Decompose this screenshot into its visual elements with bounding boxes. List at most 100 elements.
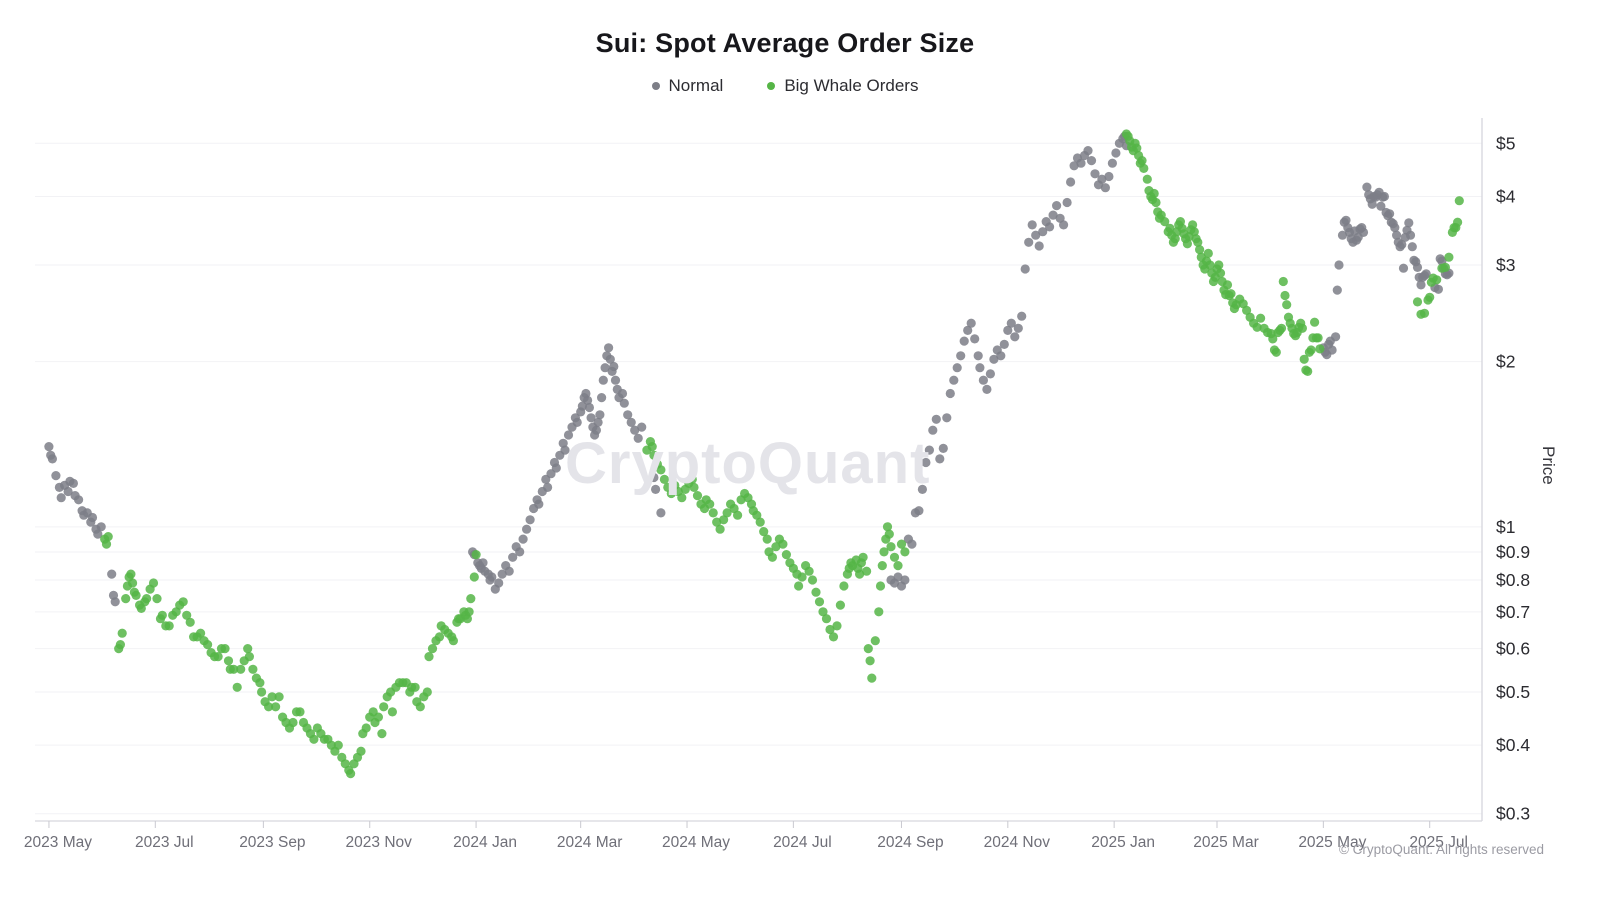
data-point-whale[interactable]: [196, 628, 206, 638]
data-point-normal[interactable]: [605, 354, 615, 364]
data-point-normal[interactable]: [1407, 242, 1417, 252]
data-point-whale[interactable]: [415, 702, 425, 712]
data-point-whale[interactable]: [1412, 297, 1423, 307]
data-point-normal[interactable]: [1358, 227, 1369, 237]
data-point-normal[interactable]: [959, 336, 969, 346]
data-point-normal[interactable]: [508, 552, 518, 562]
data-point-normal[interactable]: [1013, 323, 1023, 333]
data-point-whale[interactable]: [117, 628, 127, 638]
data-point-whale[interactable]: [666, 488, 676, 499]
data-point-normal[interactable]: [966, 318, 976, 328]
data-point-whale[interactable]: [855, 569, 865, 579]
data-point-normal[interactable]: [609, 361, 619, 372]
data-point-normal[interactable]: [1048, 210, 1058, 220]
data-point-normal[interactable]: [907, 539, 917, 549]
data-point-whale[interactable]: [818, 607, 828, 617]
data-point-normal[interactable]: [534, 499, 544, 509]
data-point-normal[interactable]: [1379, 191, 1389, 202]
data-point-whale[interactable]: [295, 707, 305, 717]
data-point-whale[interactable]: [309, 734, 319, 744]
data-point-whale[interactable]: [427, 644, 438, 654]
data-point-normal[interactable]: [1362, 182, 1372, 192]
data-point-normal[interactable]: [928, 425, 938, 435]
data-point-whale[interactable]: [1165, 223, 1175, 233]
data-point-normal[interactable]: [51, 471, 61, 481]
data-point-whale[interactable]: [1215, 268, 1226, 278]
data-point-whale[interactable]: [1271, 347, 1281, 357]
data-point-whale[interactable]: [1310, 317, 1320, 327]
data-point-whale[interactable]: [778, 539, 788, 549]
data-point-whale[interactable]: [771, 542, 781, 552]
data-point-normal[interactable]: [1100, 183, 1110, 193]
data-point-normal[interactable]: [551, 463, 561, 473]
data-point-whale[interactable]: [271, 702, 281, 712]
data-point-whale[interactable]: [877, 561, 887, 571]
data-point-normal[interactable]: [975, 363, 985, 373]
data-point-normal[interactable]: [1433, 284, 1443, 294]
data-point-normal[interactable]: [626, 417, 636, 427]
data-point-whale[interactable]: [182, 610, 192, 620]
data-point-whale[interactable]: [889, 552, 900, 562]
data-point-normal[interactable]: [952, 363, 962, 373]
data-point-normal[interactable]: [1104, 171, 1114, 182]
data-point-whale[interactable]: [1299, 354, 1309, 364]
data-point-whale[interactable]: [1306, 345, 1316, 355]
data-point-normal[interactable]: [1069, 161, 1079, 171]
data-point-whale[interactable]: [466, 594, 476, 604]
data-point-whale[interactable]: [794, 581, 804, 591]
data-point-whale[interactable]: [373, 712, 383, 722]
data-point-normal[interactable]: [989, 354, 999, 364]
data-point-whale[interactable]: [659, 474, 670, 484]
data-point-whale[interactable]: [422, 687, 432, 697]
data-point-normal[interactable]: [586, 413, 596, 423]
data-point-normal[interactable]: [63, 486, 73, 497]
data-point-whale[interactable]: [828, 632, 839, 642]
data-point-whale[interactable]: [689, 482, 699, 492]
data-point-whale[interactable]: [762, 534, 772, 544]
data-point-whale[interactable]: [1419, 308, 1430, 318]
data-point-normal[interactable]: [1331, 332, 1341, 342]
data-point-whale[interactable]: [121, 594, 131, 604]
data-point-whale[interactable]: [1440, 262, 1450, 272]
data-point-whale[interactable]: [410, 682, 420, 692]
data-point-whale[interactable]: [203, 640, 213, 650]
data-point-whale[interactable]: [752, 510, 762, 520]
data-point-normal[interactable]: [1090, 169, 1100, 179]
data-point-whale[interactable]: [274, 692, 284, 702]
data-point-whale[interactable]: [759, 527, 769, 537]
data-point-normal[interactable]: [1421, 269, 1431, 279]
data-point-whale[interactable]: [424, 652, 434, 662]
data-point-normal[interactable]: [1412, 262, 1423, 272]
data-point-normal[interactable]: [93, 529, 103, 539]
data-point-whale[interactable]: [448, 636, 458, 646]
data-point-whale[interactable]: [839, 581, 849, 591]
data-point-whale[interactable]: [178, 597, 188, 607]
data-point-normal[interactable]: [543, 482, 553, 492]
data-point-normal[interactable]: [1337, 230, 1348, 240]
data-point-whale[interactable]: [152, 594, 162, 604]
data-point-normal[interactable]: [1398, 263, 1409, 273]
data-point-normal[interactable]: [1332, 285, 1342, 295]
data-point-normal[interactable]: [107, 569, 117, 579]
data-point-normal[interactable]: [1111, 148, 1121, 158]
data-point-normal[interactable]: [996, 351, 1006, 361]
data-point-normal[interactable]: [973, 351, 983, 361]
data-point-normal[interactable]: [633, 433, 643, 443]
data-point-whale[interactable]: [687, 474, 697, 484]
data-point-whale[interactable]: [1256, 313, 1266, 323]
data-point-whale[interactable]: [185, 617, 195, 627]
data-point-whale[interactable]: [1454, 196, 1464, 206]
data-point-whale[interactable]: [1453, 217, 1463, 227]
data-point-normal[interactable]: [563, 430, 574, 440]
data-point-normal[interactable]: [1390, 223, 1400, 233]
data-point-normal[interactable]: [56, 493, 66, 503]
data-point-whale[interactable]: [715, 524, 725, 534]
data-point-normal[interactable]: [598, 375, 608, 385]
data-point-whale[interactable]: [807, 575, 818, 585]
data-point-whale[interactable]: [647, 442, 657, 452]
data-point-normal[interactable]: [44, 442, 54, 452]
data-point-whale[interactable]: [1425, 292, 1435, 302]
data-point-whale[interactable]: [804, 566, 814, 576]
data-point-normal[interactable]: [1107, 158, 1117, 168]
